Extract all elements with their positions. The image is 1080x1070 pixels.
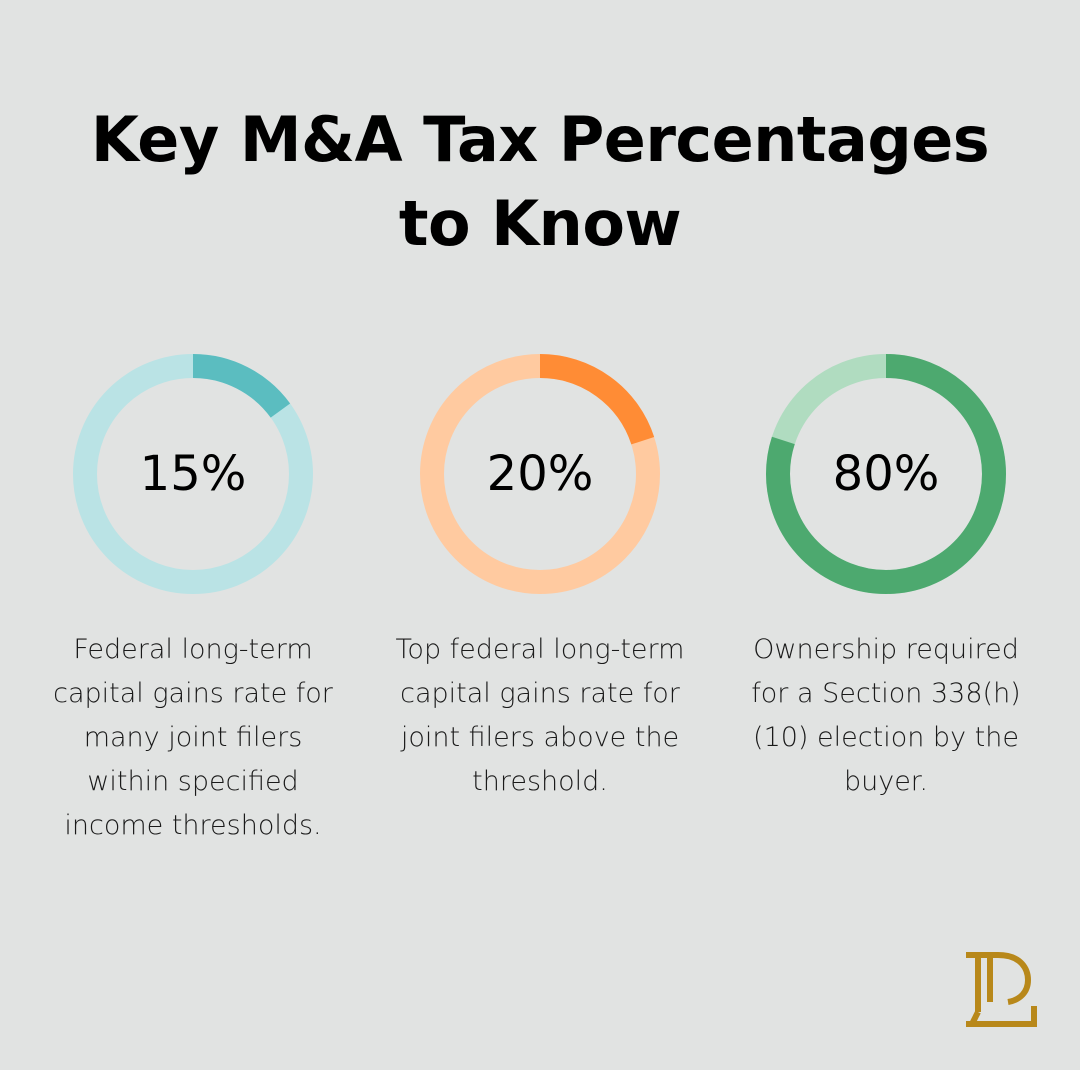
- title-line-1: Key M&A Tax Percentages: [90, 103, 990, 176]
- title-line-2: to Know: [398, 187, 682, 260]
- bp-monogram-logo-icon: [962, 950, 1038, 1030]
- stat-value: 15%: [139, 446, 247, 502]
- stat-description: Ownership required for a Section 338(h)(…: [751, 634, 1021, 797]
- stat-description: Federal long-term capital gains rate for…: [53, 634, 333, 841]
- stat-description: Top federal long-term capital gains rate…: [395, 634, 685, 797]
- stat-value: 20%: [486, 446, 594, 502]
- donut-ring: [71, 352, 315, 596]
- donut-ring: [764, 352, 1008, 596]
- donut-ring: [418, 352, 662, 596]
- stat-value: 80%: [832, 446, 940, 502]
- page-title: Key M&A Tax Percentages to Know: [0, 98, 1080, 266]
